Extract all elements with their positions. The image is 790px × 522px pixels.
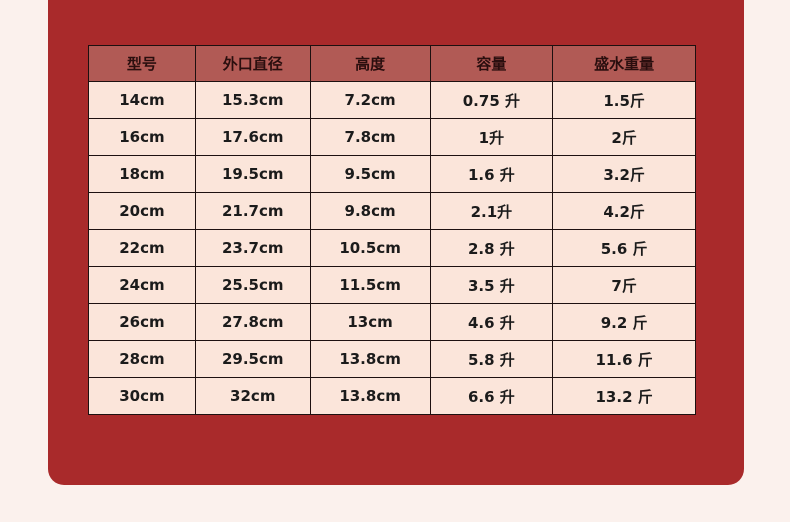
table-cell: 19.5cm: [194, 155, 311, 193]
table-cell: 11.6 斤: [552, 340, 696, 378]
table-cell: 28cm: [88, 340, 196, 378]
table-row: 26cm 27.8cm 13cm 4.6 升 9.2 斤: [88, 303, 696, 341]
table-row: 24cm 25.5cm 11.5cm 3.5 升 7斤: [88, 266, 696, 304]
table-cell: 5.6 斤: [552, 229, 696, 267]
table-cell: 14cm: [88, 81, 196, 119]
table-cell: 25.5cm: [194, 266, 311, 304]
table-cell: 1升: [429, 118, 554, 156]
table-cell: 16cm: [88, 118, 196, 156]
table-cell: 5.8 升: [429, 340, 554, 378]
table-cell: 20cm: [88, 192, 196, 230]
table-cell: 2.1升: [429, 192, 554, 230]
table-cell: 9.8cm: [309, 192, 431, 230]
column-header: 外口直径: [194, 45, 311, 82]
table-row: 28cm 29.5cm 13.8cm 5.8 升 11.6 斤: [88, 340, 696, 378]
table-cell: 4.6 升: [429, 303, 554, 341]
table-cell: 26cm: [88, 303, 196, 341]
column-header: 高度: [309, 45, 431, 82]
table-cell: 23.7cm: [194, 229, 311, 267]
table-cell: 27.8cm: [194, 303, 311, 341]
table-cell: 17.6cm: [194, 118, 311, 156]
table-cell: 2斤: [552, 118, 696, 156]
table-cell: 4.2斤: [552, 192, 696, 230]
table-cell: 21.7cm: [194, 192, 311, 230]
table-cell: 13.8cm: [309, 340, 431, 378]
table-cell: 30cm: [88, 377, 196, 415]
table-cell: 7斤: [552, 266, 696, 304]
table-cell: 7.2cm: [309, 81, 431, 119]
table-cell: 15.3cm: [194, 81, 311, 119]
table-cell: 1.5斤: [552, 81, 696, 119]
table-row: 14cm 15.3cm 7.2cm 0.75 升 1.5斤: [88, 81, 696, 119]
table-cell: 3.2斤: [552, 155, 696, 193]
table-cell: 13cm: [309, 303, 431, 341]
table-header-row: 型号 外口直径 高度 容量 盛水重量: [88, 45, 696, 82]
table-row: 16cm 17.6cm 7.8cm 1升 2斤: [88, 118, 696, 156]
table-cell: 2.8 升: [429, 229, 554, 267]
table-cell: 7.8cm: [309, 118, 431, 156]
table-row: 30cm 32cm 13.8cm 6.6 升 13.2 斤: [88, 377, 696, 415]
table-cell: 3.5 升: [429, 266, 554, 304]
column-header: 容量: [429, 45, 554, 82]
table-cell: 11.5cm: [309, 266, 431, 304]
table-cell: 1.6 升: [429, 155, 554, 193]
table-row: 18cm 19.5cm 9.5cm 1.6 升 3.2斤: [88, 155, 696, 193]
table-cell: 9.5cm: [309, 155, 431, 193]
table-cell: 24cm: [88, 266, 196, 304]
table-cell: 13.2 斤: [552, 377, 696, 415]
table-row: 20cm 21.7cm 9.8cm 2.1升 4.2斤: [88, 192, 696, 230]
table-cell: 6.6 升: [429, 377, 554, 415]
column-header: 型号: [88, 45, 196, 82]
table-cell: 32cm: [194, 377, 311, 415]
table-cell: 18cm: [88, 155, 196, 193]
table-cell: 13.8cm: [309, 377, 431, 415]
size-spec-table: 型号 外口直径 高度 容量 盛水重量 14cm 15.3cm 7.2cm 0.75 升 1.5斤…: [88, 45, 696, 415]
table-cell: 0.75 升: [429, 81, 554, 119]
table-cell: 22cm: [88, 229, 196, 267]
table-cell: 29.5cm: [194, 340, 311, 378]
column-header: 盛水重量: [552, 45, 696, 82]
table-cell: 10.5cm: [309, 229, 431, 267]
table-row: 22cm 23.7cm 10.5cm 2.8 升 5.6 斤: [88, 229, 696, 267]
table-cell: 9.2 斤: [552, 303, 696, 341]
